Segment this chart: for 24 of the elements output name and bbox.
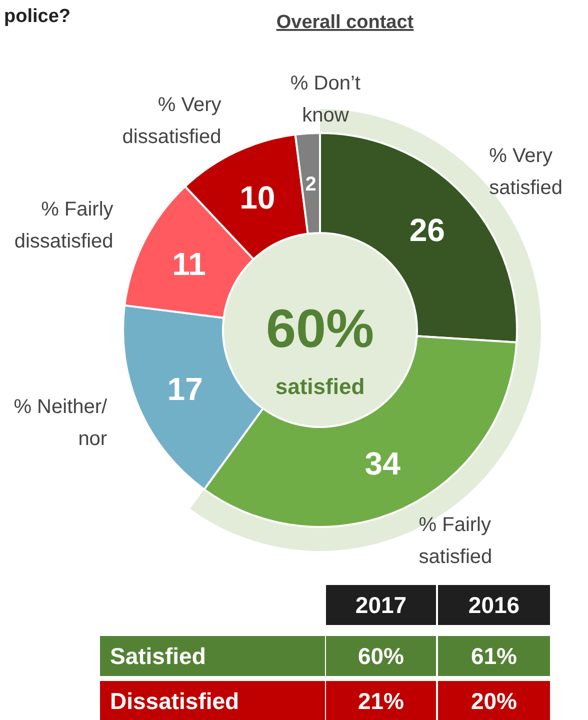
slice-label: % Fairly dissatisfied <box>14 198 114 253</box>
text: 21% <box>358 688 404 714</box>
data-label: 26 <box>409 212 445 248</box>
slice-label: % Neither/ nor <box>14 396 108 450</box>
text: 61% <box>470 643 518 669</box>
text: satisfied <box>275 374 365 399</box>
text: 20% <box>470 688 518 714</box>
text: 60% <box>358 643 404 669</box>
text: Dissatisfied <box>110 688 240 714</box>
text: 2017 <box>355 592 407 618</box>
data-label: 34 <box>364 446 401 482</box>
data-label: 11 <box>172 246 206 282</box>
text: 2016 <box>468 592 520 618</box>
slice-label: % Don’t know <box>290 72 361 126</box>
data-label: 10 <box>240 180 276 216</box>
data-label: 17 <box>167 370 203 407</box>
slice-label: % Very dissatisfied <box>122 94 222 148</box>
data-label: 2 <box>305 173 316 196</box>
slice-label: % Very satisfied <box>489 145 562 200</box>
chart-title: police? <box>4 6 71 27</box>
text: Satisfied <box>110 643 206 669</box>
slice-label: % Fairly satisfied <box>418 514 492 568</box>
text: 60% <box>266 299 374 359</box>
chart-subtitle: Overall contact <box>276 12 414 33</box>
